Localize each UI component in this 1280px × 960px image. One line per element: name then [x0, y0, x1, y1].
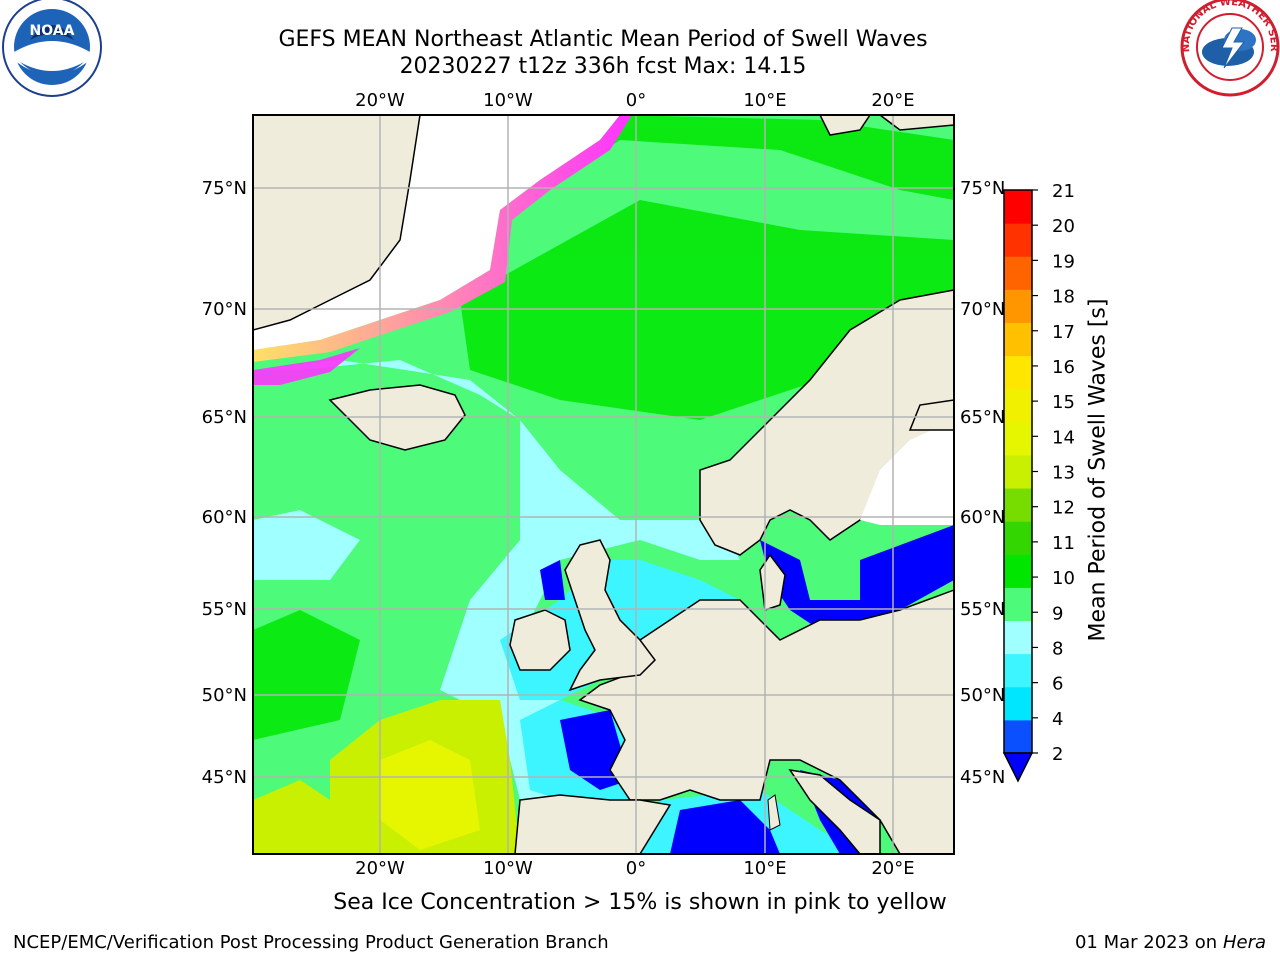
nws-logo: NATIONAL WEATHER SERVICE: [0, 0, 1280, 97]
footer-date-text: 01 Mar 2023 on: [1074, 932, 1218, 953]
map-title: GEFS MEAN Northeast Atlantic Mean Period…: [278, 27, 928, 52]
nws-logo-text: NATIONAL WEATHER SERVICE: [0, 0, 1279, 53]
lon-label-bottom: 10°W: [483, 858, 533, 879]
iberia-land: [514, 794, 672, 854]
colorbar-tick-label: 2: [1052, 744, 1063, 765]
lat-label-right: 55°N: [960, 599, 1005, 620]
lon-label-bottom: 0°: [626, 858, 646, 879]
lon-label-top: 0°: [626, 90, 646, 111]
lat-label-left: 50°N: [202, 685, 247, 706]
gulf-of-bothnia-no-data: [860, 420, 954, 525]
lat-label-right: 45°N: [960, 767, 1005, 788]
colorbar-tick-label: 11: [1052, 533, 1075, 554]
colorbar-tick-label: 8: [1052, 638, 1063, 659]
colorbar-tick-label: 6: [1052, 674, 1063, 695]
lat-label-left: 45°N: [202, 767, 247, 788]
colorbar-tick-label: 13: [1052, 463, 1075, 484]
finland-land: [908, 399, 954, 431]
footer-host: Hera: [1222, 932, 1266, 953]
colorbar-swatch: [1004, 190, 1032, 224]
colorbar-swatch: [1004, 521, 1032, 555]
colorbar-tick-label: 12: [1052, 498, 1075, 519]
colorbar-swatch: [1004, 289, 1032, 323]
colorbar-swatch: [1004, 620, 1032, 655]
lon-label-bottom: 20°E: [871, 858, 914, 879]
lat-label-right: 50°N: [960, 685, 1005, 706]
colorbar-swatch: [1004, 686, 1032, 721]
lon-label-bottom: 20°W: [355, 858, 405, 879]
lat-label-right: 75°N: [960, 178, 1005, 199]
europe-land: [578, 589, 954, 854]
colorbar-under-arrow: [1002, 752, 1034, 783]
colorbar-swatch: [1004, 554, 1032, 588]
lat-label-left: 70°N: [202, 299, 247, 320]
sea-ice-south: [253, 348, 360, 385]
colorbar-tick-label: 14: [1052, 427, 1075, 448]
greenland-land: [253, 115, 421, 331]
map-area: [253, 115, 954, 854]
colorbar-swatch: [1004, 322, 1032, 357]
lon-label-top: 10°E: [743, 90, 786, 111]
colorbar-tick-label: 19: [1052, 251, 1075, 272]
lon-label-top: 20°W: [355, 90, 405, 111]
footer-credit: NCEP/EMC/Verification Post Processing Pr…: [13, 932, 609, 953]
lat-label-left: 55°N: [202, 599, 247, 620]
map-frame: [252, 114, 955, 855]
colorbar-tick-label: 21: [1052, 181, 1075, 202]
lat-label-left: 65°N: [202, 407, 247, 428]
sea-ice-caption: Sea Ice Concentration > 15% is shown in …: [333, 890, 947, 915]
colorbar-swatch: [1004, 388, 1032, 423]
colorbar-tick-label: 15: [1052, 392, 1075, 413]
colorbar-tick-label: 17: [1052, 322, 1075, 343]
colorbar-tick-label: 18: [1052, 287, 1075, 308]
colorbar-label: Mean Period of Swell Waves [s]: [1085, 298, 1111, 642]
lat-label-right: 70°N: [960, 299, 1005, 320]
noaa-logo-text: NOAA: [30, 23, 75, 39]
denmark-land: [759, 553, 786, 612]
graticule: [253, 115, 954, 854]
colorbar-tick-label: 9: [1052, 603, 1063, 624]
colorbar-tick-label: 10: [1052, 568, 1075, 589]
lon-label-top: 10°W: [483, 90, 533, 111]
corsica-land: [767, 794, 781, 831]
colorbar-swatch: [1004, 256, 1032, 290]
lat-label-left: 75°N: [202, 178, 247, 199]
colorbar: 2 4 6 8 9 10 11 12 13 14 15 16 17 18 19 20 21: [1002, 181, 1075, 783]
colorbar-swatch: [1004, 223, 1032, 257]
colorbar-swatch: [1004, 421, 1032, 456]
colorbar-swatch: [1004, 454, 1032, 489]
sea-ice-edge: [253, 115, 632, 362]
colorbar-swatch: [1004, 355, 1032, 390]
swell-9s-region: [253, 360, 740, 854]
noaa-logo: NOAA: [2, 0, 102, 97]
lat-label-right: 65°N: [960, 407, 1005, 428]
colorbar-tick-label: 20: [1052, 216, 1075, 237]
colorbar-swatch: [1004, 719, 1032, 754]
lon-label-bottom: 10°E: [743, 858, 786, 879]
svg-text:NATIONAL WEATHER SERVICE: NATIONAL WEATHER SERVICE: [0, 0, 1279, 53]
swell-14s-region: [380, 740, 480, 850]
colorbar-tick-label: 16: [1052, 357, 1075, 378]
ireland-land: [509, 609, 571, 671]
lat-label-right: 60°N: [960, 507, 1005, 528]
lat-label-left: 60°N: [202, 507, 247, 528]
footer-date: 01 Mar 2023 on Hera: [1075, 932, 1266, 953]
colorbar-swatch: [1004, 653, 1032, 688]
map-subtitle: 20230227 t12z 336h fcst Max: 14.15: [399, 54, 807, 79]
great-britain-land: [564, 539, 656, 692]
svalbard-land: [819, 115, 871, 136]
colorbar-swatch: [1004, 488, 1032, 522]
colorbar-tick-label: 4: [1052, 709, 1063, 730]
lon-label-top: 20°E: [871, 90, 914, 111]
italy-land: [788, 768, 881, 854]
colorbar-swatch: [1004, 587, 1032, 622]
